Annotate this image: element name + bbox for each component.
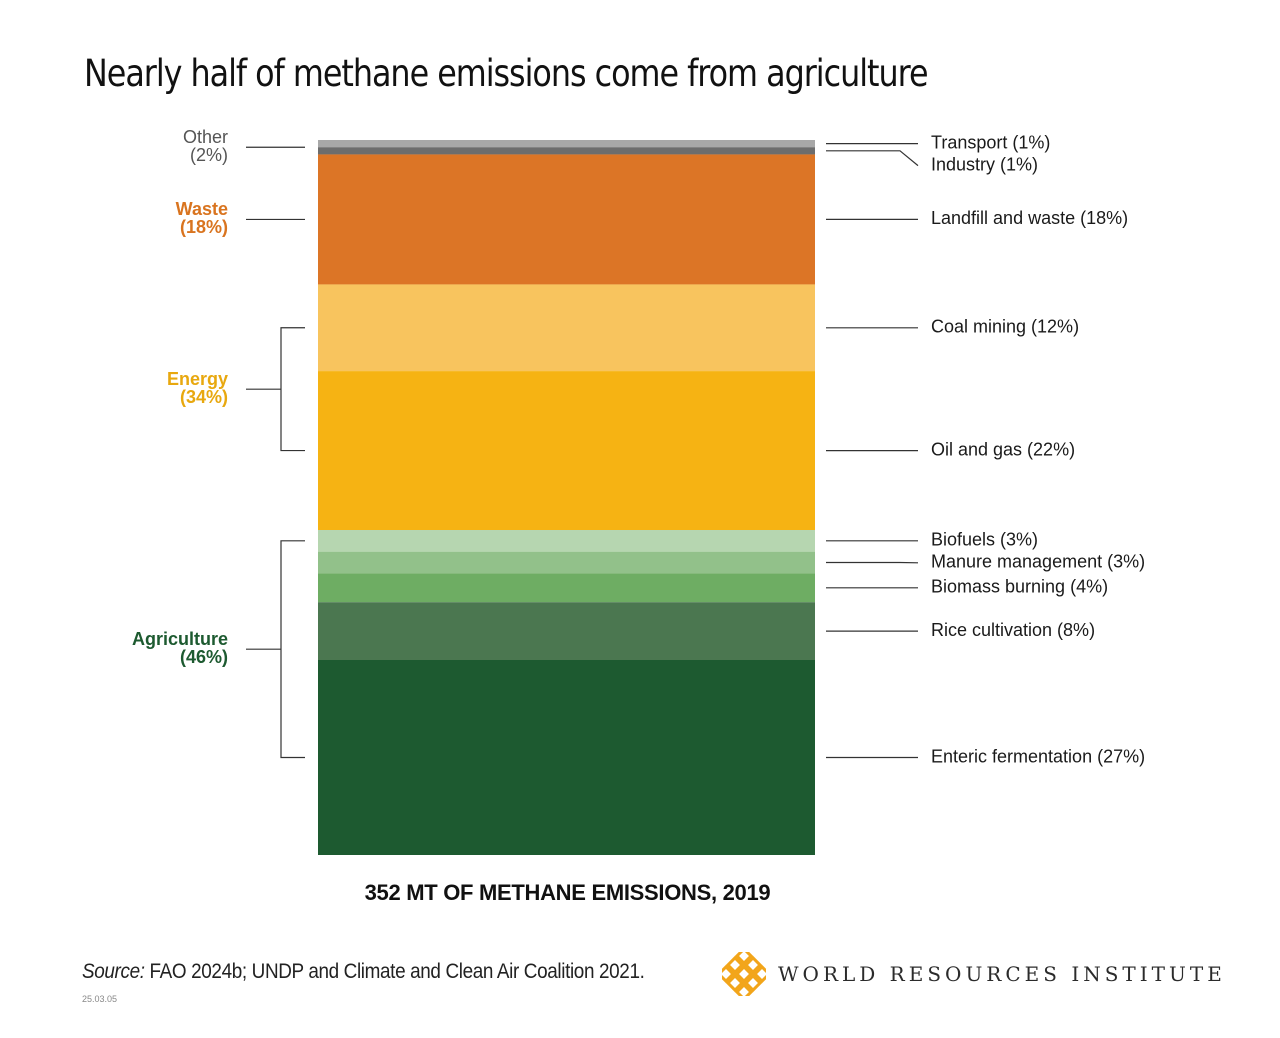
source-text: FAO 2024b; UNDP and Climate and Clean Ai… — [144, 960, 645, 983]
organization-name: WORLD RESOURCES INSTITUTE — [778, 962, 1226, 986]
bar-segment-industry — [318, 147, 815, 155]
group-bracket-energy — [280, 327, 305, 452]
brand-footer: WORLD RESOURCES INSTITUTE — [722, 952, 1226, 996]
group-label-other: Other — [183, 127, 228, 147]
segment-label-biofuels: Biofuels (3%) — [931, 530, 1038, 550]
bar-segment-landfill-and-waste — [318, 154, 815, 285]
bar-segment-biomass-burning — [318, 573, 815, 603]
stacked-bar-chart: Transport (1%)Industry (1%) Landfill and … — [132, 127, 1145, 855]
group-pct-other: (2%) — [190, 145, 228, 165]
bar-segment-transport — [318, 140, 815, 148]
source-prefix: Source: — [82, 960, 145, 983]
bar-segment-biofuels — [318, 530, 815, 552]
group-pct-agriculture: (46%) — [180, 647, 228, 667]
leader-line-industry — [826, 150, 919, 167]
segment-label-manure-management: Manure management (3%) — [931, 552, 1145, 572]
group-labels: Other(2%) Waste(18%) Energy(34%) Agricultur… — [132, 127, 305, 759]
segment-label-rice-cultivation: Rice cultivation (8%) — [931, 620, 1095, 640]
wri-lattice-logo-icon — [722, 952, 766, 996]
bar-segment-rice-cultivation — [318, 602, 815, 660]
bar-segment-oil-and-gas — [318, 371, 815, 530]
bar-segment-manure-management — [318, 551, 815, 574]
segment-label-biomass-burning: Biomass burning (4%) — [931, 577, 1108, 597]
chart-caption: 352 MT OF METHANE EMISSIONS, 2019 — [364, 880, 771, 905]
segment-labels: Transport (1%)Industry (1%) Landfill and … — [826, 132, 1145, 766]
segment-label-enteric-fermentation: Enteric fermentation (27%) — [931, 746, 1145, 766]
segment-label-oil-and-gas: Oil and gas (22%) — [931, 439, 1075, 459]
segment-label-coal-mining: Coal mining (12%) — [931, 317, 1079, 337]
source-note: Source: FAO 2024b; UNDP and Climate and … — [82, 960, 645, 984]
group-label-energy: Energy — [167, 369, 228, 389]
segment-label-transport: Transport (1%) — [931, 132, 1050, 152]
group-label-agriculture: Agriculture — [132, 629, 228, 649]
publication-date: 25.03.05 — [82, 994, 118, 1004]
chart-title: Nearly half of methane emissions come fr… — [84, 52, 929, 95]
bar-segment-enteric-fermentation — [318, 660, 815, 855]
bar-segments — [318, 140, 815, 855]
segment-label-industry: Industry (1%) — [931, 154, 1038, 174]
group-pct-energy: (34%) — [180, 387, 228, 407]
bar-segment-coal-mining — [318, 284, 815, 372]
segment-label-landfill-and-waste: Landfill and waste (18%) — [931, 208, 1128, 228]
group-pct-waste: (18%) — [180, 217, 228, 237]
group-bracket-agriculture — [280, 540, 305, 759]
group-label-waste: Waste — [176, 199, 228, 219]
